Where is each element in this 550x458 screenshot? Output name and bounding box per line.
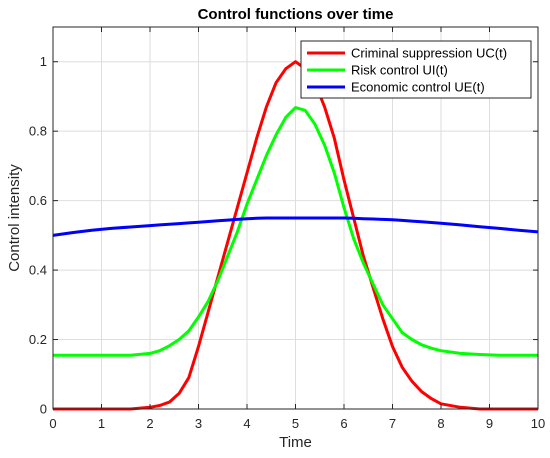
legend-label-3: Economic control UE(t) (351, 80, 485, 95)
x-axis-label: Time (279, 434, 312, 451)
x-tick-label: 7 (389, 416, 396, 431)
legend: Criminal suppression UC(t) Risk control U… (300, 40, 532, 99)
y-tick-label: 1 (40, 54, 47, 69)
x-tick-label: 8 (437, 416, 444, 431)
series-line-2 (53, 106, 538, 357)
x-tick-label: 10 (531, 416, 545, 431)
ticks: 0 1 2 3 4 5 6 7 8 9 10 0 0.2 0.4 0.6 0.8 1 (29, 27, 545, 431)
legend-label-2: Risk control UI(t) (351, 63, 448, 78)
y-tick-label: 0.4 (29, 263, 47, 278)
y-tick-label: 0.2 (29, 332, 47, 347)
chart-title: Control functions over time (198, 6, 394, 23)
y-tick-label: 0.8 (29, 124, 47, 139)
y-tick-label: 0.6 (29, 193, 47, 208)
y-tick-label: 0 (40, 402, 47, 417)
series-line-1 (53, 60, 538, 411)
legend-label-1: Criminal suppression UC(t) (351, 46, 507, 61)
series-line-3 (52, 216, 539, 237)
x-tick-label: 3 (195, 416, 202, 431)
y-axis-label: Control intensity (6, 164, 23, 272)
x-tick-label: 1 (98, 416, 105, 431)
series-layer (52, 60, 539, 411)
x-tick-label: 4 (243, 416, 250, 431)
x-tick-label: 6 (340, 416, 347, 431)
x-tick-label: 5 (292, 416, 299, 431)
x-tick-label: 9 (486, 416, 493, 431)
x-tick-label: 2 (146, 416, 153, 431)
x-tick-label: 0 (49, 416, 56, 431)
